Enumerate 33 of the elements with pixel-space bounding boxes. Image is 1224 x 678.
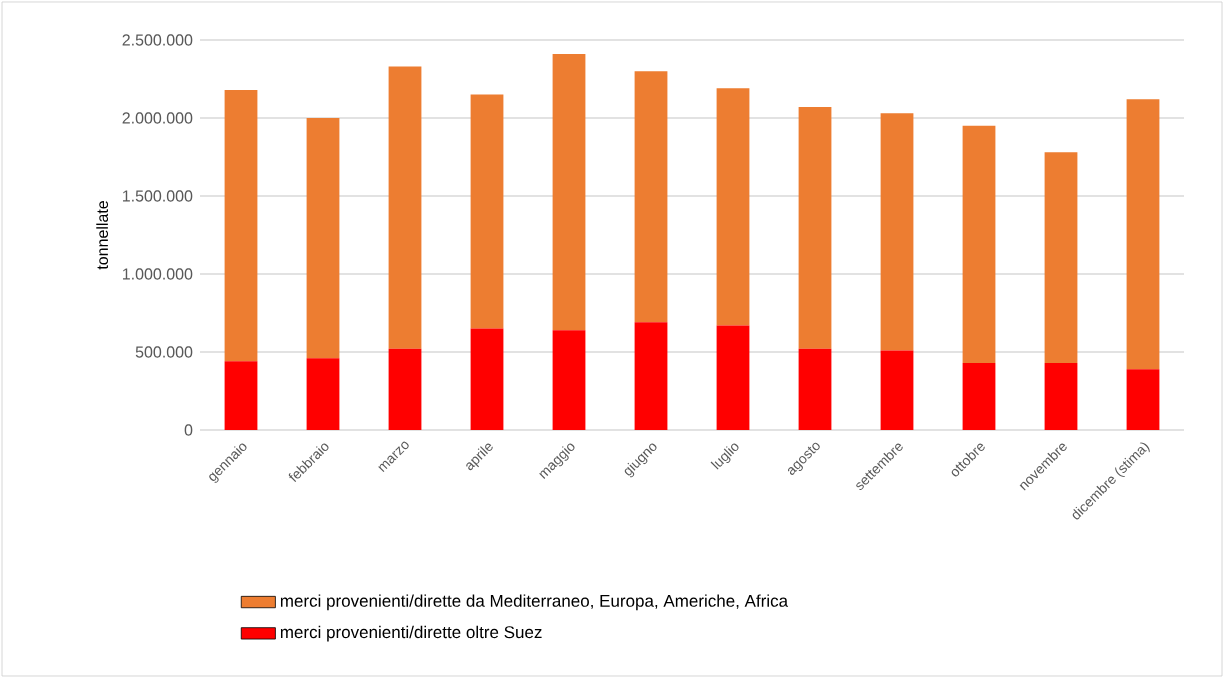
- legend-label: merci provenienti/dirette da Mediterraneo, Europa, Americhe, Africa: [280, 594, 789, 611]
- bar: [388, 66, 422, 349]
- bar: [552, 330, 586, 430]
- bar: [552, 54, 586, 331]
- bar: [1126, 369, 1160, 430]
- y-tick-label: 1.000.000: [122, 268, 193, 280]
- y-axis-title: tonnellate: [96, 201, 109, 270]
- bar: [880, 350, 914, 430]
- legend-label: merci provenienti/dirette oltre Suez: [280, 625, 542, 642]
- bar: [306, 117, 340, 359]
- bar: [470, 94, 504, 329]
- bar: [306, 358, 340, 430]
- bar: [716, 325, 750, 430]
- bar: [1126, 99, 1160, 370]
- bar: [224, 89, 258, 362]
- y-tick-label: 2.500.000: [122, 34, 193, 46]
- y-tick-label: 1.500.000: [122, 190, 193, 202]
- bar: [962, 362, 996, 430]
- bar: [634, 322, 668, 430]
- bar: [716, 88, 750, 326]
- bar: [880, 113, 914, 351]
- bar: [798, 107, 832, 349]
- bar: [388, 348, 422, 430]
- bar: [962, 125, 996, 363]
- bar: [634, 71, 668, 323]
- y-tick-label: 500.000: [135, 346, 193, 358]
- bar: [224, 361, 258, 430]
- bar: [470, 328, 504, 430]
- y-tick-label: 2.000.000: [122, 112, 193, 124]
- y-tick-label: 0: [184, 424, 193, 436]
- bar: [1044, 152, 1078, 363]
- bar: [798, 348, 832, 430]
- bar: [1044, 362, 1078, 430]
